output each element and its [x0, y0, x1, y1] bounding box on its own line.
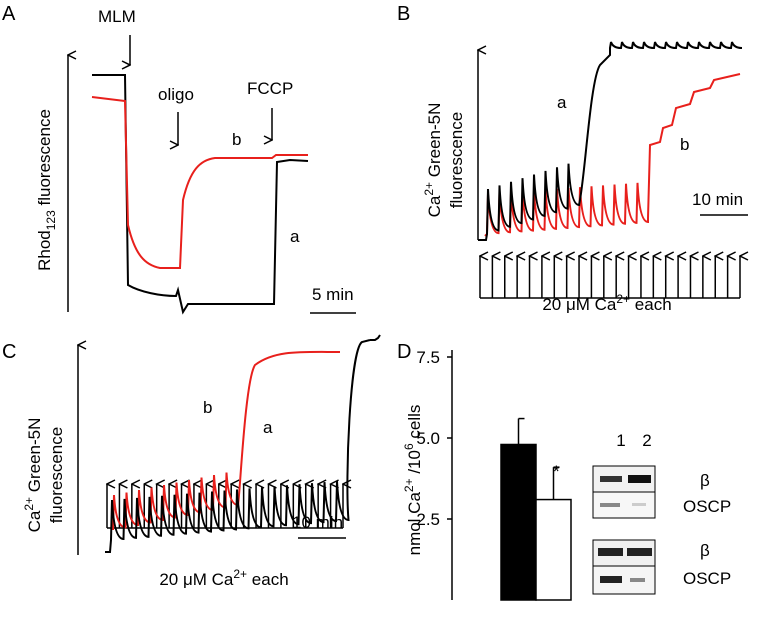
y-tick-label: 5.0 — [416, 429, 440, 448]
y-label: fluorescence — [47, 427, 66, 523]
band — [600, 503, 620, 507]
band — [632, 503, 646, 506]
band-label: β — [700, 471, 710, 490]
band-label: OSCP — [683, 569, 731, 588]
band — [630, 578, 645, 582]
band — [600, 576, 622, 583]
annotation: MLM — [98, 7, 136, 26]
trace — [370, 334, 381, 341]
y-label: Rhod123 fluorescence — [35, 109, 58, 271]
y-label: nmol Ca2+ /106 cells — [402, 405, 424, 556]
trace — [92, 74, 309, 315]
annotation: a — [263, 418, 273, 437]
band-label: OSCP — [683, 497, 731, 516]
y-tick-label: 7.5 — [416, 348, 440, 367]
band — [598, 548, 623, 556]
trace — [105, 339, 371, 553]
y-label: fluorescence — [447, 112, 466, 208]
annotation: FCCP — [247, 79, 293, 98]
bar — [535, 498, 572, 601]
band-label: β — [700, 541, 710, 560]
annotation: * — [553, 462, 560, 481]
annotation: oligo — [158, 85, 194, 104]
annotation: a — [557, 93, 567, 112]
lane-label: 2 — [642, 431, 651, 450]
trace — [478, 41, 743, 241]
x-label: 20 μM Ca2+ each — [542, 292, 671, 314]
trace — [484, 73, 741, 237]
band — [600, 476, 622, 482]
y-label: Ca2+ Green-5N — [422, 103, 444, 218]
annotation: b — [203, 398, 212, 417]
scale-label: 5 min — [312, 285, 354, 304]
lane-label: 1 — [616, 431, 625, 450]
trace — [111, 350, 341, 531]
panel-label: D — [397, 341, 411, 363]
scale-label: 10 min — [692, 190, 743, 209]
band — [627, 548, 652, 556]
annotation: b — [680, 135, 689, 154]
panel-label: B — [397, 3, 410, 25]
x-label: 20 μM Ca2+ each — [159, 567, 288, 589]
panel-label: C — [2, 341, 16, 363]
band — [628, 475, 651, 483]
y-label: Ca2+ Green-5N — [22, 418, 44, 533]
y-tick-label: 2.5 — [416, 510, 440, 529]
annotation: a — [290, 227, 300, 246]
panel-label: A — [2, 3, 16, 25]
trace — [91, 96, 308, 269]
annotation: b — [232, 130, 241, 149]
blot: 1 2 β OSCP β OSCP — [592, 431, 731, 595]
bar — [500, 443, 537, 601]
